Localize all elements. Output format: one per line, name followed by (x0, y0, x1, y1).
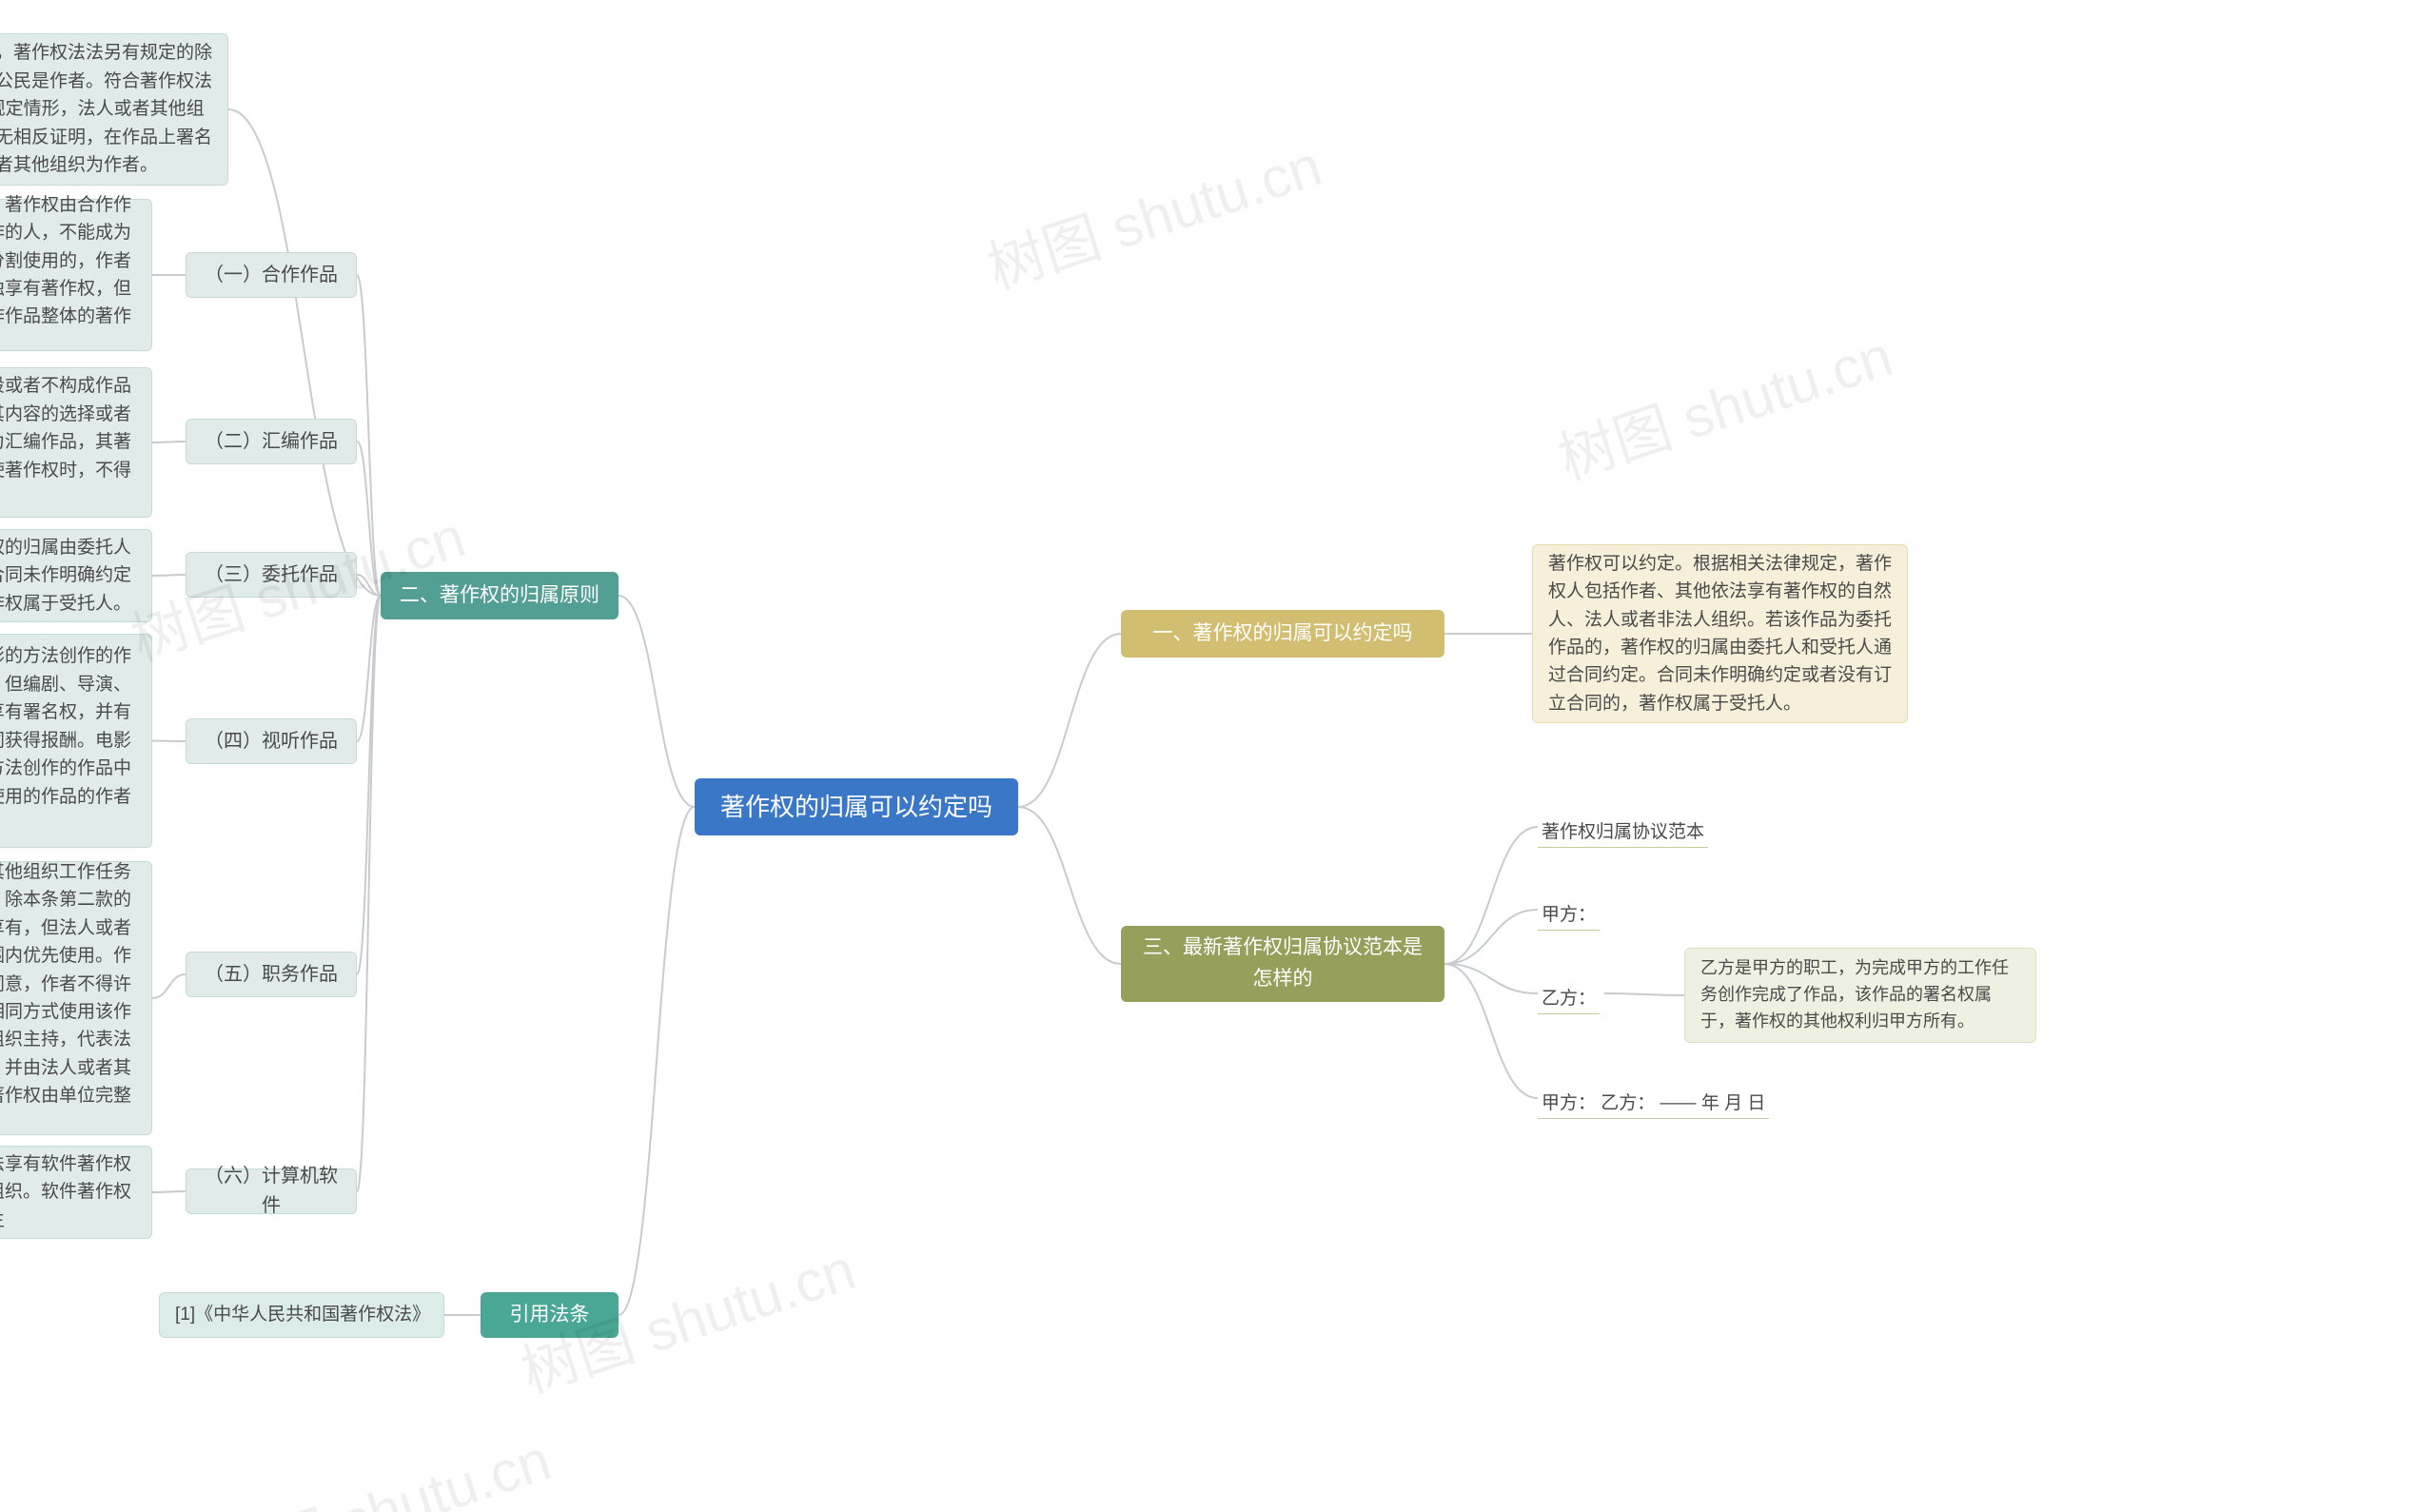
branch4-node: 引用法条 (481, 1292, 619, 1338)
branch1-label: 一、著作权的归属可以约定吗 (1153, 619, 1413, 650)
branch2-item2-label: （三）委托作品 (186, 552, 357, 598)
branch2-item4-desc: 一般公民为完成法人或者其他组织工作任务所创作的作品是职务作品，除本条第二款的规定… (0, 861, 152, 1135)
branch2-item3-desc: 电影作品和以类似摄制电影的方法创作的作品的著作权由制片者享有，但编剧、导演、摄影… (0, 634, 152, 848)
branch2-intro: 著作权属于作者，著作权法法另有规定的除外。创作作品的公民是作者。符合著作权法第十… (0, 33, 228, 186)
branch2-item2-desc: 受委托创作的作品，著作权的归属由委托人和受托人通过合同约定。合同未作明确约定或者… (0, 529, 152, 622)
branch2-item1-desc: 汇编若干作品、作品的片段或者不构成作品的数据或者其他材料，对其内容的选择或者编排… (0, 367, 152, 518)
branch3-line-1: 甲方： (1538, 896, 1600, 931)
connector-layer (0, 0, 2436, 1512)
root-text: 著作权的归属可以约定吗 (720, 788, 992, 826)
watermark: 树图 shutu.cn (975, 120, 1330, 305)
branch2-item5-desc: 计算机软件著作权人指依法享有软件著作权的自然人、法人或者其他组织。软件著作权自软… (0, 1146, 152, 1239)
branch2-item3-label: （四）视听作品 (186, 718, 357, 764)
branch4-leaf: [1]《中华人民共和国著作权法》 (159, 1292, 444, 1338)
branch4-label: 引用法条 (510, 1300, 590, 1331)
root-node: 著作权的归属可以约定吗 (695, 778, 1018, 835)
branch3-label: 三、最新著作权归属协议范本是怎样的 (1136, 933, 1429, 994)
watermark: 树图 shutu.cn (1546, 310, 1901, 496)
branch2-item0-label: （一）合作作品 (186, 252, 357, 298)
branch1-leaf: 著作权可以约定。根据相关法律规定，著作权人包括作者、其他依法享有著作权的自然人、… (1532, 544, 1908, 723)
branch2-item5-label: （六）计算机软件 (186, 1168, 357, 1214)
branch3-line-0: 著作权归属协议范本 (1538, 814, 1708, 848)
branch2-item4-label: （五）职务作品 (186, 952, 357, 997)
branch3-line-2: 乙方： (1538, 980, 1600, 1014)
branch1-node: 一、著作权的归属可以约定吗 (1121, 610, 1444, 658)
watermark: 树图 shutu.cn (205, 1414, 560, 1512)
branch2-item0-desc: 两人以上合作创作的作品，著作权由合作作者共同享有。没有参加创作的人，不能成为合作… (0, 199, 152, 351)
branch2-item1-label: （二）汇编作品 (186, 419, 357, 464)
branch3-yi-detail: 乙方是甲方的职工，为完成甲方的工作任务创作完成了作品，该作品的署名权属于，著作权… (1684, 948, 2036, 1043)
branch2-label: 二、著作权的归属原则 (400, 580, 599, 612)
branch2-node: 二、著作权的归属原则 (381, 572, 619, 619)
branch3-line-3: 甲方： 乙方： —— 年 月 日 (1538, 1085, 1769, 1119)
branch1-leaf-text: 著作权可以约定。根据相关法律规定，著作权人包括作者、其他依法享有著作权的自然人、… (1548, 550, 1892, 718)
branch3-node: 三、最新著作权归属协议范本是怎样的 (1121, 926, 1444, 1002)
